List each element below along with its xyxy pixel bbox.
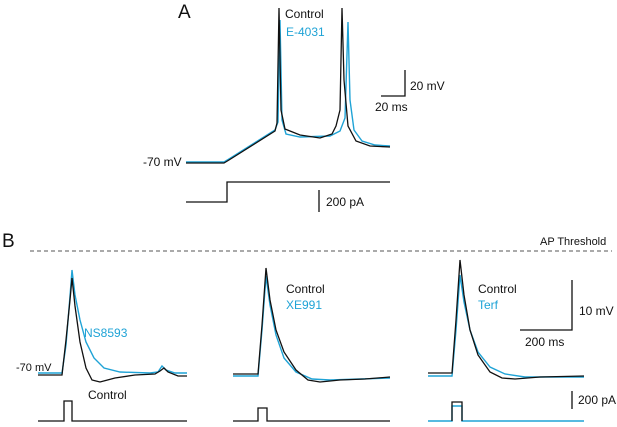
panel-b: B AP Threshold -70 mV NS8593 Control Con… [2,231,616,422]
mid-trace-control [233,267,391,383]
panel-b-resting-potential: -70 mV [16,362,52,374]
panel-a-trace-control [186,7,391,164]
panel-a-letter: A [178,2,191,23]
left-current-step [38,400,187,422]
panel-a-scale-current: 200 pA [326,195,364,209]
panel-b-letter: B [2,231,15,252]
right-current-step-control [451,401,463,421]
right-current-step-terf [428,405,584,422]
panel-b-scale-voltage: 10 mV [579,304,614,318]
left-trace-control [38,277,187,383]
panel-b-left: NS8593 Control [38,269,187,422]
panel-a-scalebar [381,70,406,97]
left-label-control: Control [88,388,127,402]
panel-a: A Control E-4031 20 mV 20 ms -70 mV 200 … [143,2,445,212]
panel-a-resting-potential: -70 mV [143,155,182,169]
mid-current-step [233,407,390,422]
panel-a-current-step [186,181,390,203]
panel-a-trace-e4031 [186,19,391,163]
mid-label-control: Control [286,282,325,296]
right-label-terf: Terf [478,298,499,312]
panel-a-legend-control: Control [285,7,324,21]
panel-b-scalebar [520,280,573,331]
panel-a-scale-time: 20 ms [375,100,408,114]
left-label-ns8593: NS8593 [84,326,128,340]
panel-a-legend-e4031: E-4031 [286,25,325,39]
panel-b-scale-time: 200 ms [525,335,564,349]
panel-b-middle: Control XE991 [233,267,391,422]
panel-b-scale-current: 200 pA [578,393,616,407]
panel-a-scale-voltage: 20 mV [410,79,445,93]
left-trace-ns8593 [38,269,187,374]
right-trace-control [428,259,585,380]
mid-label-xe991: XE991 [286,298,322,312]
right-label-control: Control [478,282,517,296]
panel-b-right: Control Terf [428,259,585,422]
ap-threshold-label: AP Threshold [540,236,606,248]
